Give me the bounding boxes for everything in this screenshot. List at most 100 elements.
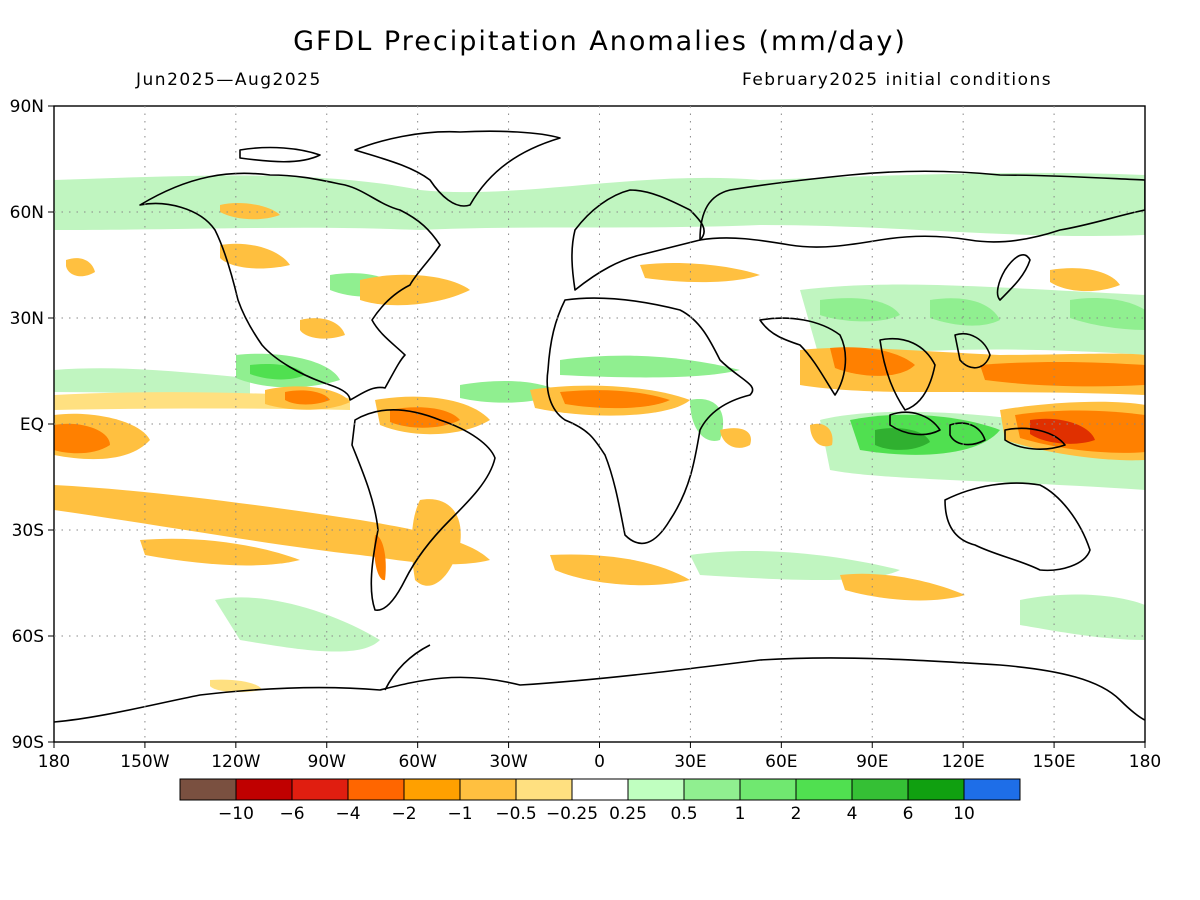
colorbar-tick-label: −2	[391, 804, 416, 824]
coastline	[759, 317, 847, 396]
longitude-label: 0	[594, 752, 605, 772]
coastline	[384, 644, 431, 691]
longitude-label: 30E	[674, 752, 706, 772]
wet-faint-region	[690, 550, 900, 580]
dry-light-region	[550, 554, 690, 586]
dry-light-region	[640, 263, 760, 283]
colorbar-swatch	[459, 778, 517, 801]
latitude-label: 90N	[10, 97, 44, 117]
colorbar-tick-label: −10	[218, 804, 254, 824]
dry-mid-region	[54, 423, 110, 454]
colorbar-tick-label: −0.25	[546, 804, 598, 824]
dry-light-region	[360, 274, 470, 306]
dry-light-region	[220, 203, 280, 220]
colorbar-swatch	[851, 778, 909, 801]
dry-mid-region	[980, 361, 1145, 387]
colorbar-tick-label: 1	[735, 804, 746, 824]
wet-strong-region	[875, 428, 930, 450]
longitude-label: 60E	[765, 752, 797, 772]
coastline	[889, 411, 941, 436]
latitude-label: 60S	[12, 627, 44, 647]
coastline	[954, 333, 991, 369]
dry-light-region	[810, 423, 833, 447]
colorbar-tick-label: 2	[791, 804, 802, 824]
longitude-label: 30W	[489, 752, 528, 772]
map-title: GFDL Precipitation Anomalies (mm/day)	[293, 26, 907, 57]
initial-conditions: February2025 initial conditions	[742, 70, 1053, 90]
coastline	[949, 422, 986, 446]
longitude-label: 120W	[211, 752, 260, 772]
coastline	[1004, 427, 1066, 450]
longitude-label: 180	[1129, 752, 1161, 772]
dry-mid-region	[285, 390, 330, 405]
colorbar-swatch	[683, 778, 741, 801]
forecast-period: Jun2025—Aug2025	[136, 70, 322, 90]
colorbar-tick-label: −0.5	[495, 804, 536, 824]
dry-light-region	[411, 499, 461, 586]
latitude-label: 30S	[12, 521, 44, 541]
colorbar-swatch	[627, 778, 685, 801]
coastline	[239, 146, 321, 163]
graticule	[54, 106, 1145, 742]
colorbar-swatch	[347, 778, 405, 801]
dry-light-region	[1050, 268, 1120, 292]
coastline	[354, 130, 561, 207]
dry-mid-region	[390, 407, 460, 428]
coastline	[139, 172, 441, 401]
coastline	[546, 297, 754, 545]
coastline	[699, 170, 1145, 248]
colorbar-tick-label: 6	[903, 804, 914, 824]
wet-faint-region	[1020, 594, 1145, 640]
colorbar-tick-label: −1	[447, 804, 472, 824]
colorbar-tick-label: 4	[847, 804, 858, 824]
dry-mid-region	[560, 390, 670, 409]
dry-light-region	[300, 318, 345, 339]
coastline	[996, 254, 1031, 301]
dry-light-region	[140, 538, 300, 566]
colorbar-swatch	[795, 778, 853, 801]
longitude-label: 150E	[1032, 752, 1075, 772]
colorbar-swatch	[571, 778, 629, 801]
coastline	[54, 657, 1145, 723]
wet-faint-region	[54, 368, 250, 398]
latitude-label: 60N	[10, 203, 44, 223]
latitude-label: EQ	[20, 415, 44, 435]
dry-light-region	[220, 243, 290, 269]
coastline	[944, 482, 1091, 572]
colorbar-swatch	[403, 778, 461, 801]
longitude-label: 60W	[398, 752, 437, 772]
dry-light-region	[66, 258, 95, 277]
colorbar-swatch	[291, 778, 349, 801]
coastline	[571, 189, 705, 291]
latitude-label: 30N	[10, 309, 44, 329]
coastline	[879, 338, 936, 411]
longitude-label: 90W	[308, 752, 347, 772]
colorbar-tick-label: 0.5	[670, 804, 697, 824]
colorbar-tick-label: 10	[953, 804, 975, 824]
wet-light-region	[1070, 298, 1145, 330]
colorbar-swatch	[515, 778, 573, 801]
colorbar-swatch	[907, 778, 965, 801]
colorbar-swatch	[235, 778, 293, 801]
longitude-label: 150W	[120, 752, 169, 772]
longitude-label: 90E	[856, 752, 888, 772]
wet-faint-region	[215, 597, 380, 652]
colorbar-tick-label: 0.25	[609, 804, 647, 824]
wet-light-region	[930, 298, 1000, 326]
latitude-label: 90S	[12, 733, 44, 753]
longitude-label: 180	[38, 752, 70, 772]
dry-mid-region	[374, 535, 386, 581]
dry-faint-region	[210, 679, 262, 693]
dry-light-region	[840, 573, 965, 601]
wet-light-region	[560, 355, 740, 378]
colorbar-tick-label: −6	[279, 804, 304, 824]
colorbar-tick-label: −4	[335, 804, 360, 824]
longitude-label: 120E	[942, 752, 985, 772]
colorbar-swatch	[963, 778, 1021, 801]
dry-light-region	[720, 428, 751, 448]
colorbar-swatch	[179, 778, 237, 801]
dry-strong-region	[1030, 418, 1095, 444]
color-legend: −10 −6 −4 −2 −1 −0.5 −0.25 0.25 0.5 1 2 4 6 10	[179, 778, 1021, 824]
